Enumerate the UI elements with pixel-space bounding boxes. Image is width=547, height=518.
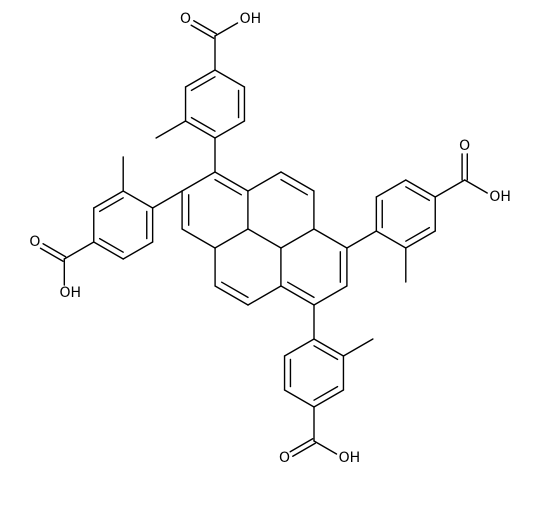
carbonyl-bond <box>42 243 67 258</box>
hydroxyl-bond <box>313 440 338 455</box>
double-bond-line <box>190 76 216 92</box>
methyl-bond <box>155 120 187 139</box>
double-bond-line <box>98 197 124 213</box>
aryl-ring-bond <box>214 69 246 88</box>
aryl-ring-bond <box>375 230 407 249</box>
carbonyl-bond <box>292 442 316 457</box>
methyl-bond <box>342 338 374 357</box>
aryl-link-bond <box>346 230 378 249</box>
ring-bond <box>181 171 216 192</box>
carbonyl-bond <box>190 24 215 39</box>
aryl-ring-bond <box>283 389 315 408</box>
carbonyl-oxygen-label: O <box>180 11 191 27</box>
aryl-ring-bond <box>313 389 345 408</box>
aryl-ring-bond <box>122 190 154 209</box>
hydroxyl-label: OH <box>489 189 511 205</box>
ring-bond <box>280 285 315 306</box>
aryl-ring-bond <box>313 338 345 357</box>
carbonyl-bond <box>193 20 218 35</box>
carboxyl-bond <box>434 179 466 198</box>
aryl-ring-bond <box>405 179 436 198</box>
carboxyl-bond <box>63 241 95 260</box>
double-bond-line <box>313 385 339 401</box>
ring-bond <box>181 228 216 249</box>
carbonyl-oxygen-label: O <box>279 450 290 466</box>
aryl-ring-bond <box>184 120 216 139</box>
ring-bond <box>280 228 315 249</box>
carbonyl-oxygen-label: O <box>459 138 470 154</box>
hydroxyl-label: OH <box>60 285 82 301</box>
ring-bond <box>214 285 249 306</box>
ring-bond <box>313 228 348 249</box>
carbonyl-oxygen-label: O <box>29 234 40 250</box>
double-bond-line <box>286 281 315 299</box>
ring-bond <box>247 171 282 192</box>
double-bond-line <box>280 178 309 196</box>
ring-bond <box>313 285 348 306</box>
aryl-ring-bond <box>283 338 315 357</box>
aryl-ring-bond <box>93 241 124 260</box>
double-bond-line <box>98 237 124 253</box>
ring-bond <box>214 171 249 192</box>
double-bond-line <box>220 281 249 299</box>
aryl-ring-bond <box>122 241 154 260</box>
ring-bond <box>247 285 282 306</box>
hydroxyl-bond <box>214 22 239 37</box>
double-bond-line <box>405 226 431 242</box>
aryl-ring-bond <box>93 190 124 209</box>
aryl-ring-bond <box>375 179 407 198</box>
carbonyl-bond <box>39 247 64 262</box>
hydroxyl-label: OH <box>240 11 262 27</box>
ring-bond <box>247 228 282 249</box>
hydroxyl-label: OH <box>339 450 361 466</box>
aryl-link-bond <box>151 190 183 209</box>
double-bond-line <box>190 116 216 132</box>
aryl-ring-bond <box>184 69 216 88</box>
carbonyl-bond <box>289 438 314 453</box>
ring-bond <box>214 228 249 249</box>
hydroxyl-bond <box>463 179 488 194</box>
double-bond-line <box>405 186 431 202</box>
ring-bond <box>280 171 315 192</box>
aryl-ring-bond <box>214 120 246 139</box>
aryl-ring-bond <box>405 230 436 249</box>
double-bond-line <box>313 345 339 361</box>
double-bond-line <box>214 178 243 196</box>
